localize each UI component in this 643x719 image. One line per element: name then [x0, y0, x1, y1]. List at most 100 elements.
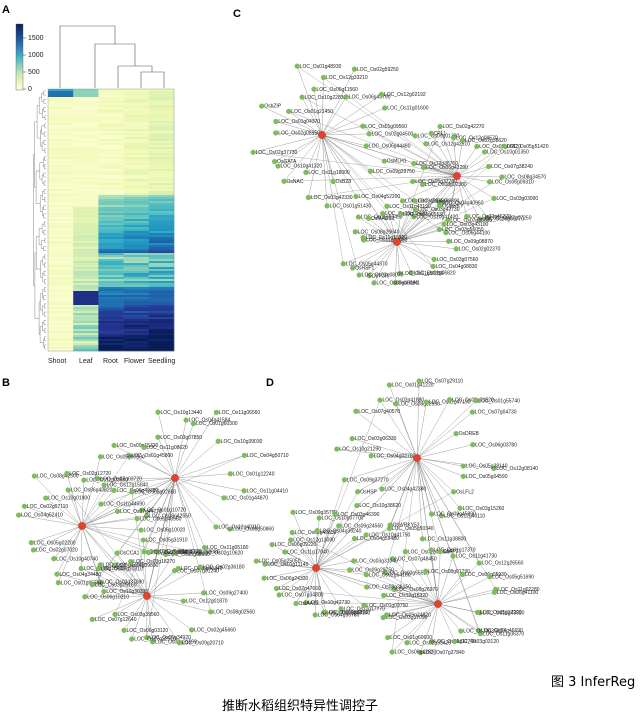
gene-node: [241, 488, 247, 494]
heatmap-cell: [73, 261, 99, 264]
heatmap-cell: [98, 255, 124, 258]
network-edge: [389, 384, 418, 459]
gene-node: [172, 549, 178, 555]
heatmap-cell: [73, 181, 99, 184]
gene-label: LOC_Os09g37270: [347, 477, 389, 483]
dendrogram-branch: [43, 172, 46, 178]
heatmap-cell: [123, 183, 150, 186]
dendrogram-branch: [41, 125, 45, 135]
gene-node: [128, 559, 134, 565]
network-edge: [362, 126, 458, 177]
heatmap-cell: [48, 167, 74, 170]
network-edge: [396, 209, 416, 243]
dendrogram-branch: [44, 156, 46, 161]
heatmap-cell: [148, 305, 175, 308]
heatmap-cell: [73, 225, 99, 228]
network-edge: [355, 411, 418, 459]
network-edge: [416, 457, 479, 631]
heatmap-cell: [123, 133, 150, 136]
gene-label: LOC_Os05g37760: [415, 179, 457, 185]
heatmap-cell: [48, 259, 74, 262]
heatmap-cell: [123, 245, 150, 248]
heatmap-cell: [148, 235, 175, 238]
gene-node: [473, 398, 479, 404]
regulator-hub-node: [318, 131, 326, 139]
gene-node: [476, 560, 482, 566]
heatmap-cell: [73, 103, 99, 106]
heatmap-cell: [73, 331, 99, 334]
gene-label: LOC_Os02g02370: [459, 247, 501, 253]
heatmap-cell: [98, 117, 124, 120]
heatmap-cell: [123, 163, 150, 166]
heatmap-cell: [73, 145, 99, 148]
regulator-hub-node: [413, 454, 421, 462]
heatmap-cell: [123, 225, 150, 228]
gene-node: [416, 378, 422, 384]
network-edge: [416, 457, 442, 516]
gene-label: LOC_Os01g09560: [365, 124, 407, 130]
network-edge: [356, 457, 418, 506]
heatmap-cell: [48, 189, 74, 192]
heatmap-cell: [73, 157, 99, 160]
heatmap-cell: [98, 281, 124, 284]
heatmap-cell: [73, 213, 99, 216]
network-edge: [66, 473, 83, 527]
gene-label: LOC_Os10g22830: [305, 95, 347, 101]
gene-label: LOC_Os11g10300: [366, 235, 408, 241]
gene-node: [330, 178, 336, 185]
gene-node: [351, 558, 357, 564]
heatmap-cell: [148, 147, 175, 150]
gene-label: LOC_Os06g10020: [144, 528, 186, 534]
heatmap-cell: [98, 309, 124, 312]
heatmap-cell: [98, 111, 124, 114]
gene-node: [273, 118, 279, 125]
heatmap-cell: [148, 335, 175, 338]
network-edge: [392, 558, 439, 605]
gene-node: [443, 230, 449, 236]
heatmap-cell: [98, 291, 124, 294]
network-edge: [352, 438, 418, 459]
network-edge: [18, 514, 83, 527]
network-edge: [402, 175, 458, 202]
gene-node: [314, 528, 320, 534]
heatmap-cell: [48, 205, 74, 208]
network-edges: [256, 380, 496, 653]
heatmap-cell: [123, 129, 150, 132]
heatmap-cell: [123, 161, 150, 164]
heatmap-cell: [123, 257, 150, 260]
gene-node: [491, 589, 497, 595]
gene-node: [197, 564, 203, 570]
heatmap-cell: [73, 311, 99, 314]
gene-label: LOC_Os02g37090: [102, 580, 144, 586]
gene-node: [453, 246, 459, 252]
network-edges: [18, 412, 245, 643]
gene-node: [381, 158, 387, 164]
heatmap-cell: [48, 349, 74, 352]
gene-node: [286, 108, 292, 114]
network-edge: [315, 560, 354, 569]
heatmap-cell: [48, 103, 74, 106]
heatmap-cell: [123, 327, 150, 330]
network-edge: [321, 134, 357, 197]
column-label-root: Root: [103, 358, 118, 365]
gene-label: LOC_Os11g02280: [498, 587, 540, 593]
heatmap-cell: [73, 175, 99, 178]
network-edge: [315, 505, 358, 569]
network-edge: [437, 551, 441, 605]
heatmap-cell: [98, 151, 124, 154]
heatmap-cell: [73, 327, 99, 330]
heatmap-cell: [148, 199, 175, 202]
gene-label: LOC_Os09g30310: [101, 566, 143, 572]
heatmap-cell: [98, 171, 124, 174]
network-edge: [321, 69, 355, 136]
heatmap-cell: [148, 141, 175, 144]
gene-label: LOC_Os02g08070: [362, 273, 404, 279]
heatmap-cell: [123, 313, 150, 316]
gene-node: [423, 399, 429, 405]
network-edge: [24, 506, 83, 527]
heatmap-cell: [73, 341, 99, 344]
heatmap-cell: [48, 265, 74, 268]
heatmap-cell: [123, 325, 150, 328]
heatmap-cell: [148, 289, 175, 292]
gene-node: [129, 636, 135, 642]
